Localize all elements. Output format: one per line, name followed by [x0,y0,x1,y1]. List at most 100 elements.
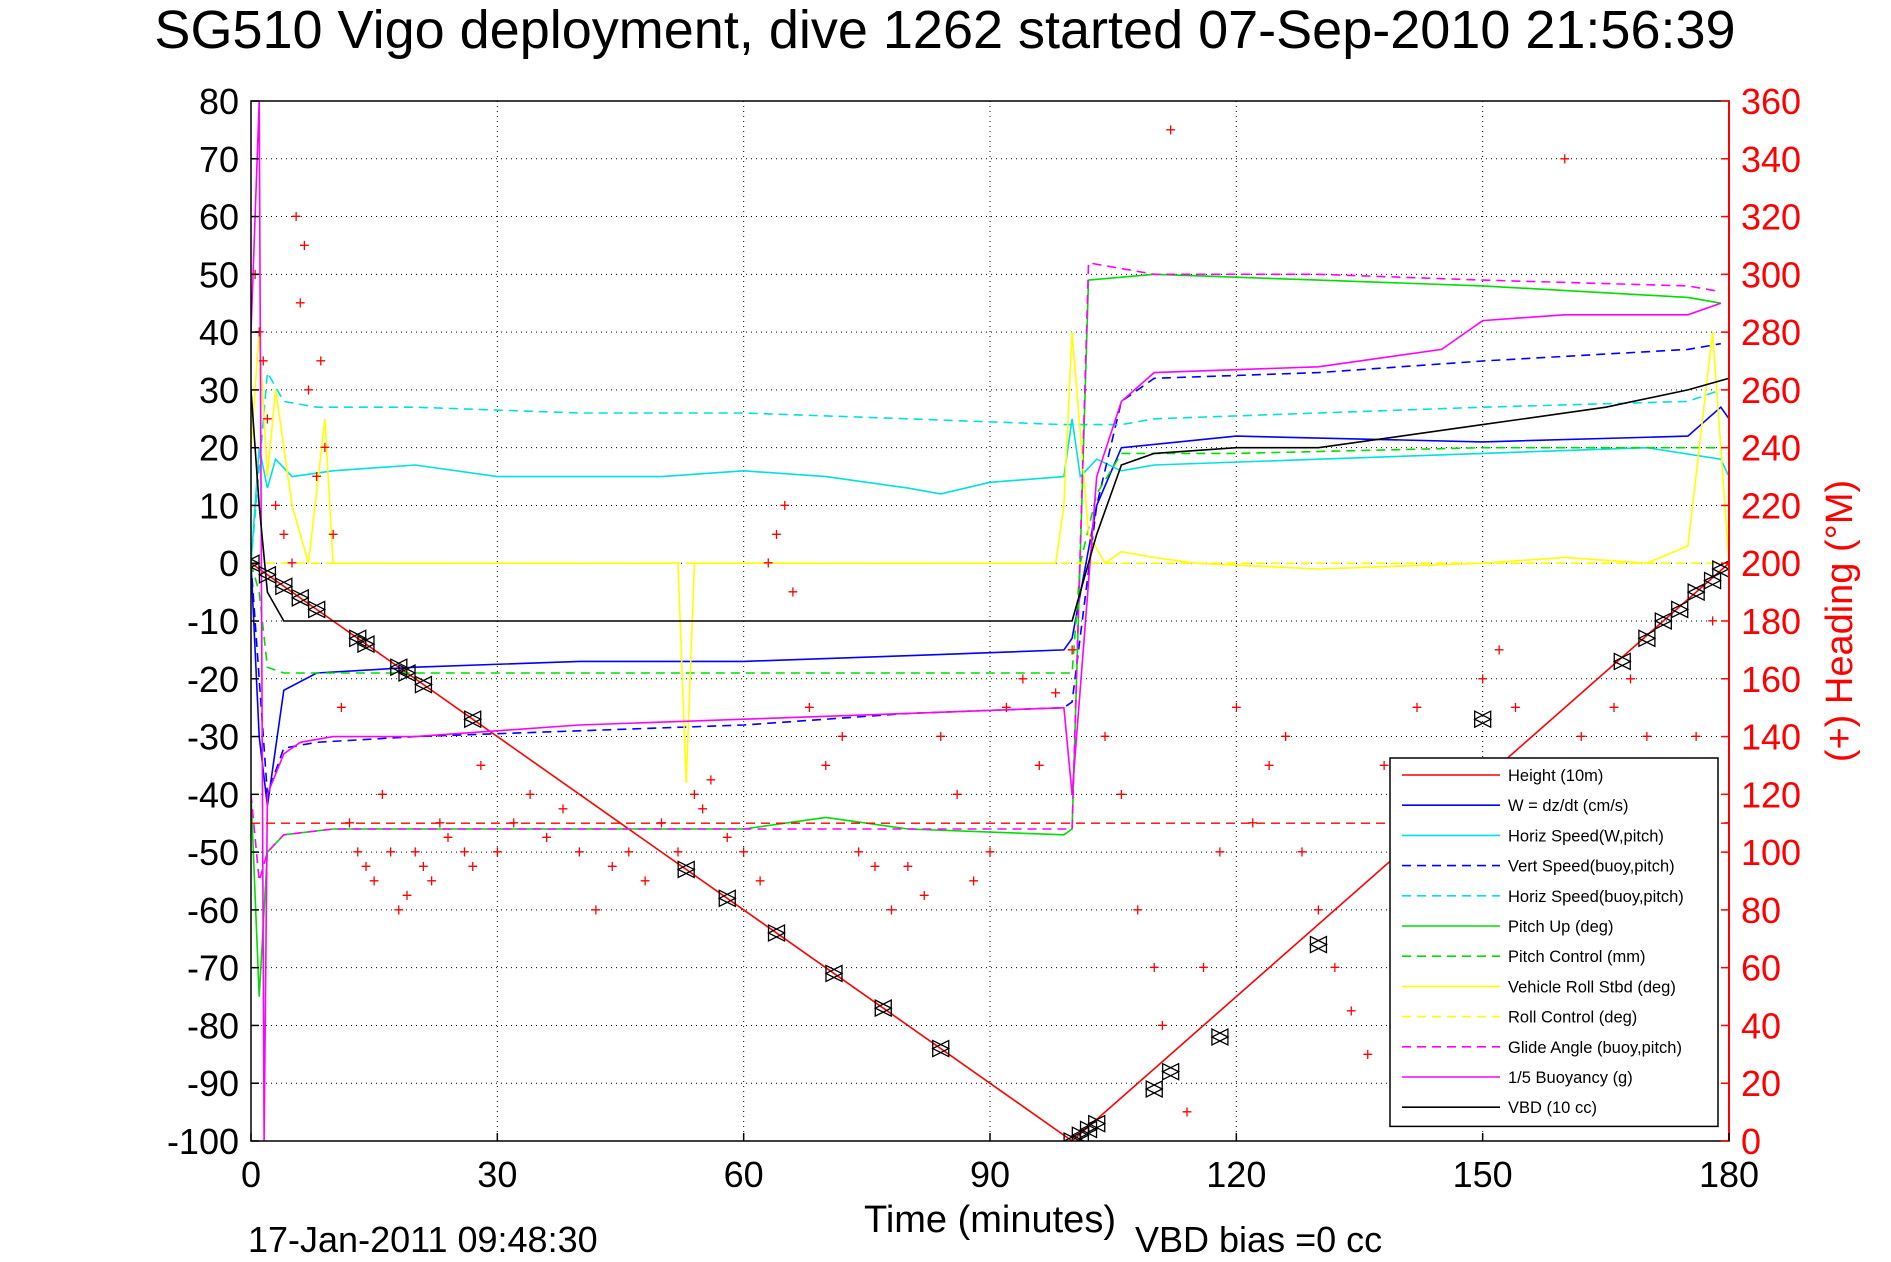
heading-point: + [919,885,930,905]
heading-point: + [1691,727,1702,747]
heading-point: + [697,799,708,819]
heading-point: + [254,322,265,342]
legend-label: VBD (10 cc) [1508,1099,1597,1117]
heading-point: + [1067,640,1078,660]
heading-point: + [426,871,437,891]
heading-point: + [541,828,552,848]
series-line [251,369,1722,564]
legend-label: Glide Angle (buoy,pitch) [1508,1039,1682,1057]
y-tick-label: 10 [199,485,239,526]
height-marker [1612,652,1632,671]
height-marker [767,923,786,943]
series-line [251,377,1729,622]
heading-point: + [607,857,618,877]
x-tick-label: 0 [241,1154,261,1195]
heading-point: + [837,727,848,747]
heading-point: + [738,842,749,862]
series-line [251,446,1721,674]
heading-point: + [1362,1044,1373,1064]
heading-point: + [886,900,897,920]
height-marker [931,1039,951,1058]
legend-label: 1/5 Buoyancy (g) [1508,1069,1633,1087]
heading-point: + [1116,784,1127,804]
heading-point: + [279,524,290,544]
height-marker [1087,1114,1107,1133]
heading-point: + [558,799,569,819]
height-marker [824,964,844,983]
heading-point: + [763,553,774,573]
heading-point: + [788,582,799,602]
legend-label: Horiz Speed(W,pitch) [1508,827,1664,845]
heading-point: + [459,842,470,862]
heading-point: + [952,784,963,804]
y-tick-label: 30 [199,370,239,411]
heading-point: + [1642,727,1653,747]
heading-point: + [722,828,733,848]
heading-point: + [1510,698,1521,718]
y-tick-label: -10 [187,601,239,642]
height-marker [413,675,433,694]
heading-point: + [410,842,421,862]
heading-point: + [291,207,302,227]
y-tick-label: -40 [187,774,239,815]
heading-point: + [1576,727,1587,747]
heading-point: + [270,495,281,515]
heading-point: + [492,842,503,862]
y2-tick-label: 340 [1741,139,1801,180]
y2-tick-label: 280 [1741,312,1801,353]
y2-tick-label: 20 [1741,1063,1781,1104]
heading-point: + [467,857,478,877]
heading-point: + [443,828,454,848]
y-tick-label: -70 [187,948,239,989]
height-marker [717,889,737,908]
heading-point: + [1330,958,1341,978]
heading-point: + [352,842,363,862]
series-line [251,342,1721,795]
heading-point: + [574,842,585,862]
heading-point: + [377,784,388,804]
heading-point: + [755,871,766,891]
heading-point: + [1560,149,1571,169]
series-line [251,332,1729,783]
height-marker [676,860,696,879]
heading-point: + [935,727,946,747]
heading-point: + [299,235,310,255]
height-markers [251,554,1729,1141]
series-line [251,261,1721,882]
legend-label: Vehicle Roll Stbd (deg) [1508,978,1676,996]
y-tick-label: -20 [187,659,239,700]
heading-point: + [369,871,380,891]
heading-point: + [1165,120,1176,140]
series-line [251,406,1729,807]
x-tick-label: 60 [724,1154,764,1195]
heading-point: + [903,857,914,877]
legend-label: W = dz/dt (cm/s) [1508,797,1629,815]
height-marker [307,600,327,619]
heading-point: + [361,857,372,877]
heading-point: + [804,698,815,718]
series-line [251,562,1729,1141]
heading-point: + [311,467,322,487]
heading-point: + [328,524,339,544]
y-tick-label: -30 [187,717,239,758]
y2-tick-label: 240 [1741,428,1801,469]
y2-tick-label: 40 [1741,1005,1781,1046]
heading-point: + [525,784,536,804]
y-tick-label: -50 [187,832,239,873]
y2-tick-label: 180 [1741,601,1801,642]
legend-label: Height (10m) [1508,767,1603,785]
y2-tick-label: 120 [1741,774,1801,815]
heading-point: + [1379,755,1390,775]
y2-tick-label: 100 [1741,832,1801,873]
y-tick-label: 20 [199,428,239,469]
y-axis-right: 3603403203002802602402202001801601401201… [1721,81,1801,1162]
x-tick-label: 120 [1206,1154,1266,1195]
y2-tick-label: 140 [1741,717,1801,758]
heading-point: + [1018,669,1029,689]
height-marker [290,588,310,607]
heading-point: + [418,857,429,877]
y2-tick-label: 360 [1741,81,1801,122]
height-marker [356,635,376,654]
height-marker [1144,1079,1164,1099]
heading-point: + [1198,958,1209,978]
